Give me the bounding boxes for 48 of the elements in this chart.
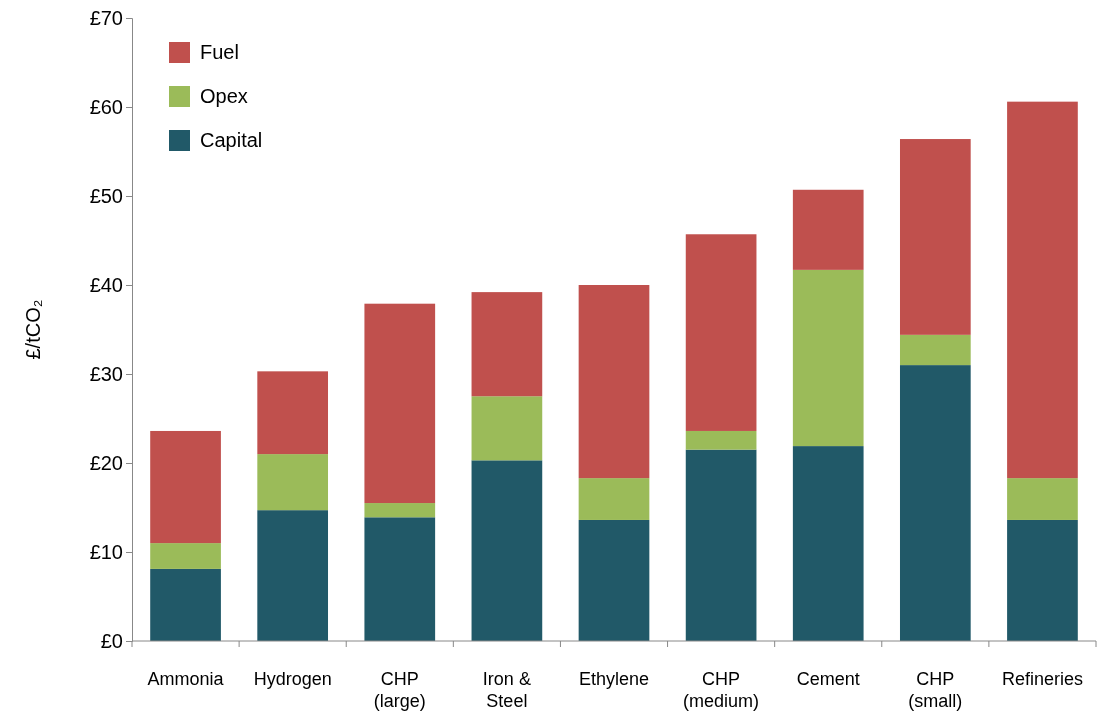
bar: [1007, 519, 1078, 641]
x-tick-label: Ethylene: [578, 669, 650, 689]
legend-label: Capital: [200, 129, 263, 151]
bar: [257, 510, 329, 641]
y-tick-label: £70: [89, 6, 123, 29]
bar: [471, 460, 543, 641]
x-tick-label: Cement: [796, 669, 860, 689]
x-tick-label: CHP (medium): [683, 669, 760, 711]
legend-label: Opex: [200, 85, 248, 107]
bar: [899, 365, 971, 641]
bar: [150, 430, 221, 544]
bar: [364, 517, 436, 641]
x-tick-label: CHP (large): [373, 669, 426, 711]
x-tick-label: Refineries: [1001, 669, 1083, 689]
bar: [578, 478, 650, 520]
y-tick-label: £40: [89, 273, 123, 296]
bar: [1007, 478, 1078, 520]
y-tick-label: £50: [89, 184, 123, 207]
bar: [792, 269, 864, 447]
y-tick-label: £30: [89, 362, 123, 385]
bar: [150, 568, 221, 641]
x-tick-label: CHP (small): [908, 669, 963, 711]
y-tick-label: £60: [89, 95, 123, 118]
bar: [257, 371, 329, 455]
bar: [257, 454, 329, 511]
bar: [578, 519, 650, 641]
bar: [471, 396, 543, 461]
x-tick-label: Ammonia: [147, 669, 225, 689]
bar: [792, 446, 864, 641]
bar: [899, 334, 971, 366]
x-tick-label: Hydrogen: [253, 669, 332, 689]
y-tick-label: £10: [89, 540, 123, 563]
bar: [364, 303, 436, 504]
y-axis-title: £/tCO₂: [22, 299, 44, 360]
bar: [792, 189, 864, 270]
bar: [471, 292, 543, 397]
y-tick-label: £20: [89, 451, 123, 474]
x-tick-label: Iron & Steel: [482, 669, 531, 711]
bar: [685, 430, 757, 450]
bar: [1007, 101, 1078, 479]
bar: [685, 234, 757, 431]
bar: [364, 503, 436, 518]
bar: [578, 285, 650, 479]
bar: [899, 139, 971, 335]
legend-label: Fuel: [200, 41, 239, 63]
bar: [150, 543, 221, 569]
bar: [685, 449, 757, 641]
y-tick-label: £0: [100, 629, 123, 652]
